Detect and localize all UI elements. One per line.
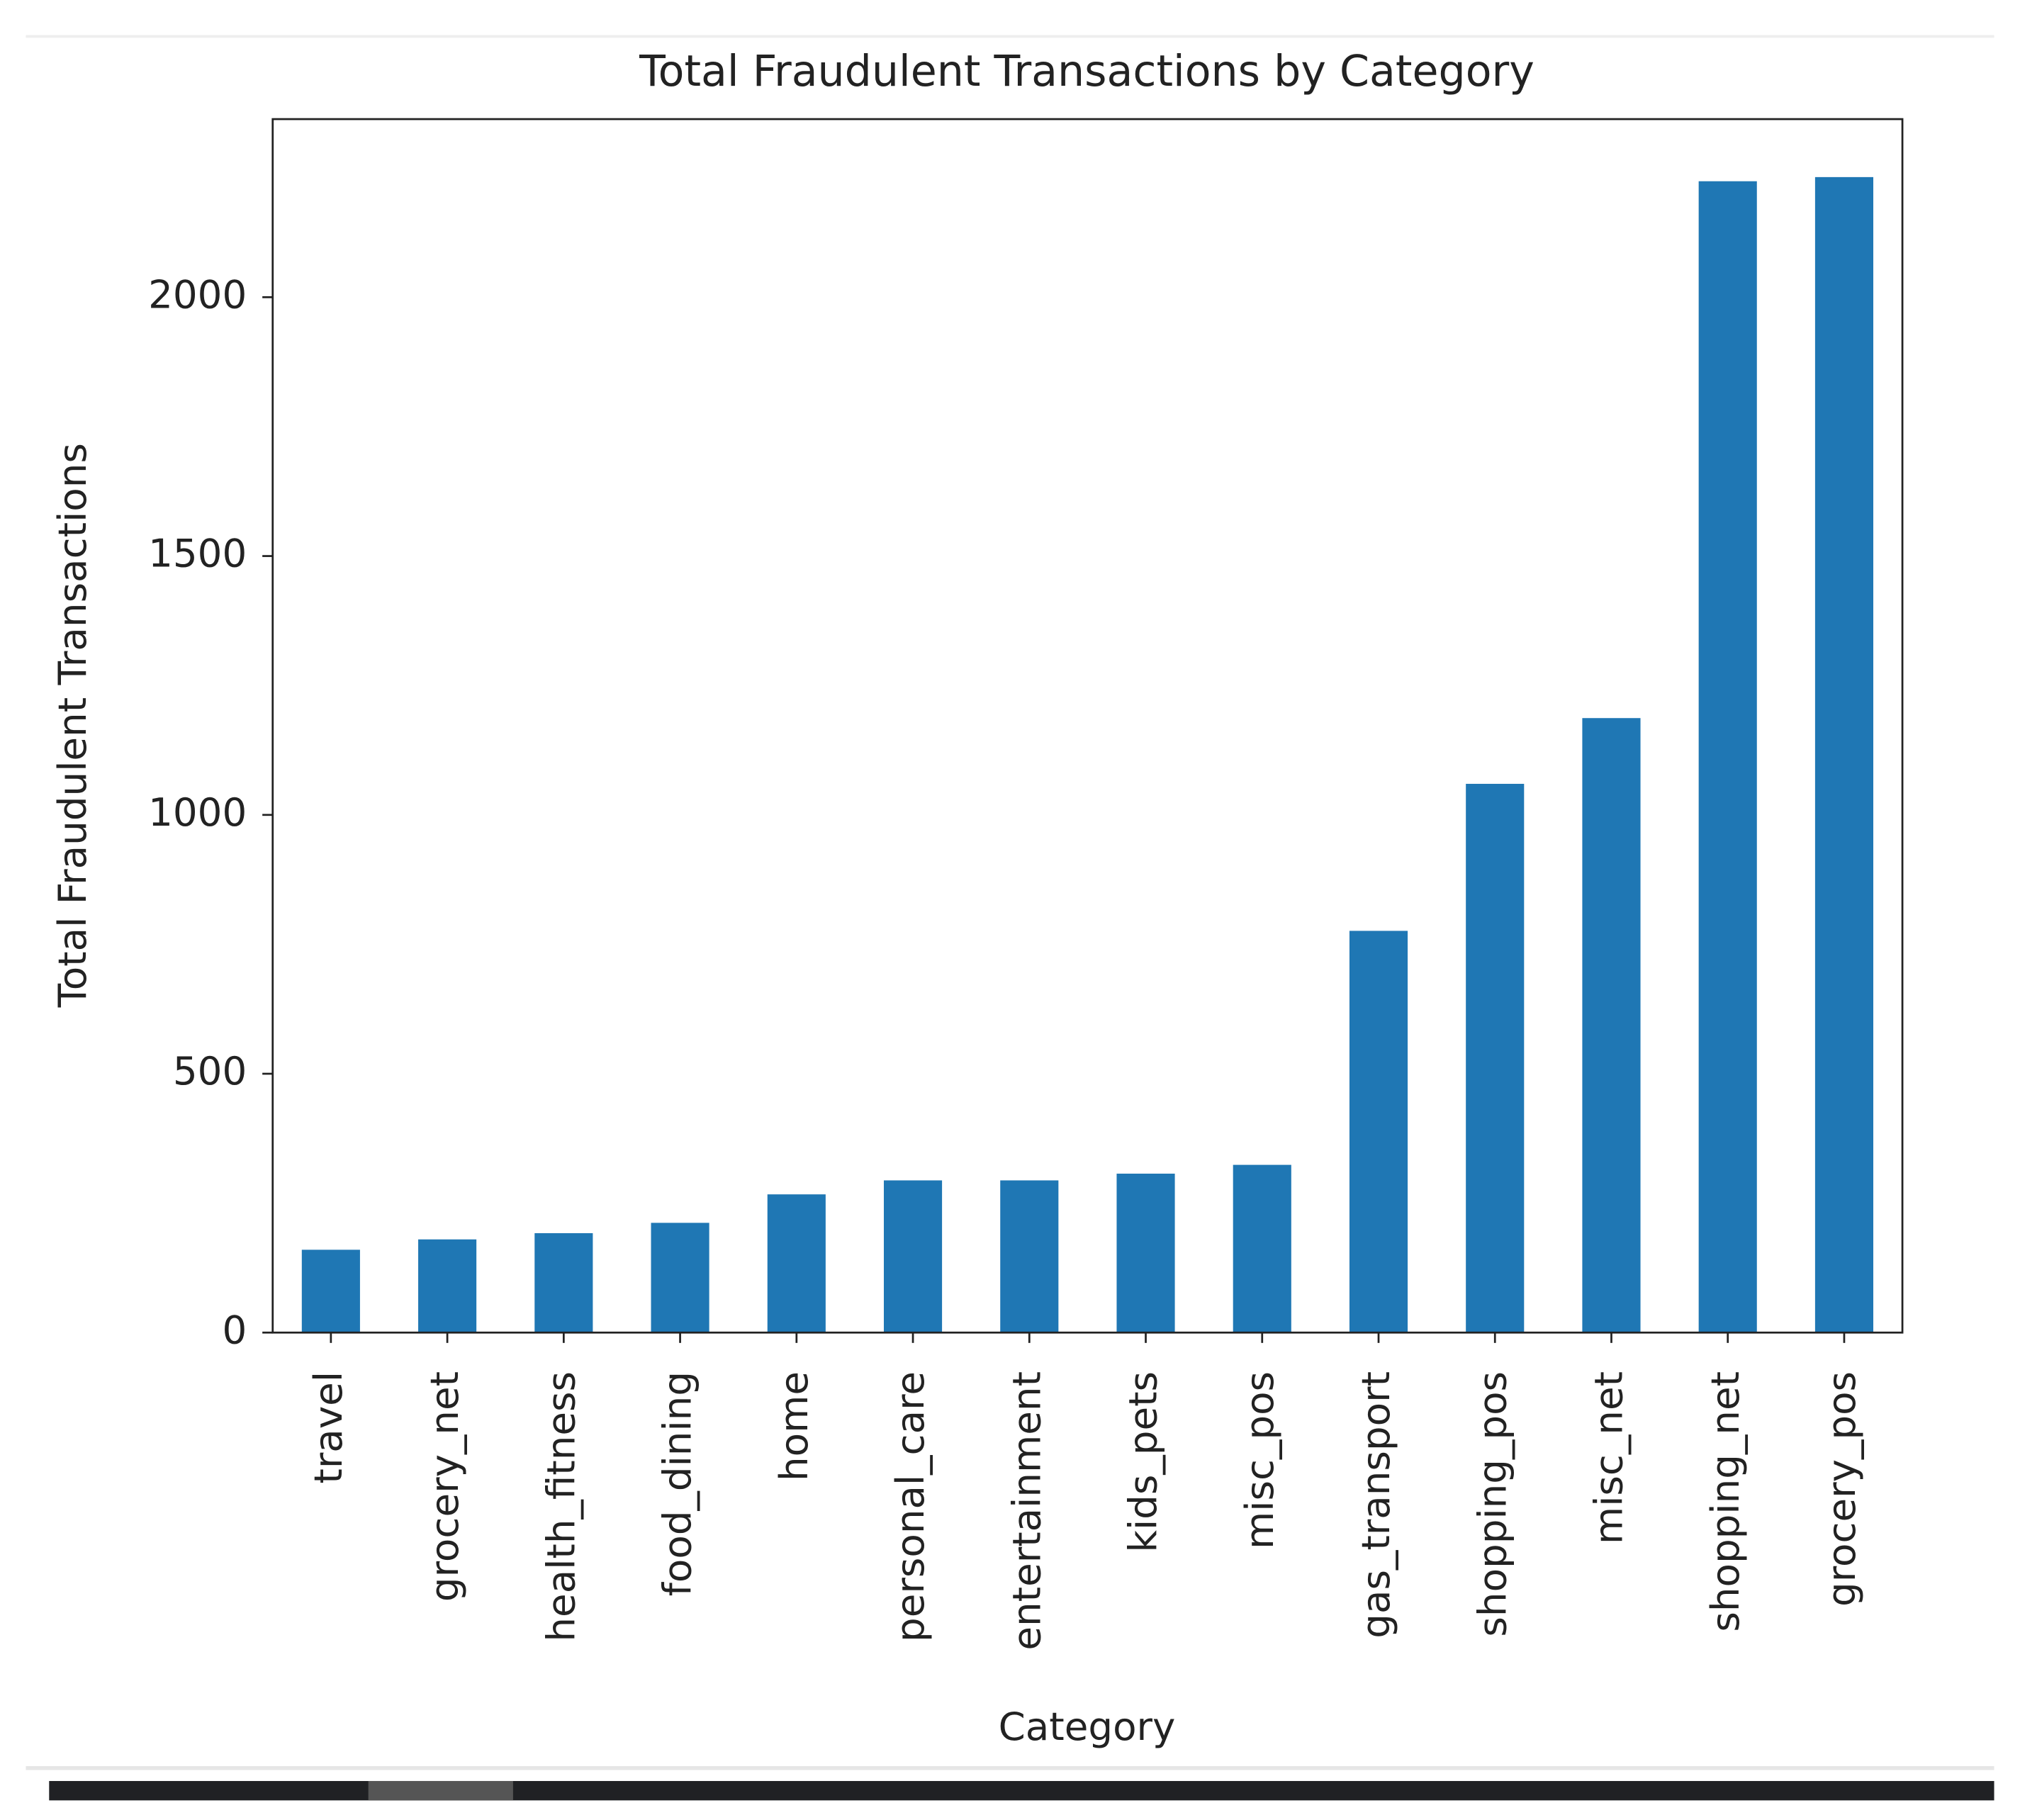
bar bbox=[1466, 783, 1525, 1333]
bar bbox=[1000, 1180, 1059, 1333]
x-tick-label: grocery_pos bbox=[1819, 1371, 1864, 1607]
y-axis-label: Total Fraudulent Transactions bbox=[50, 443, 95, 1008]
bar bbox=[1814, 176, 1874, 1333]
bar bbox=[1233, 1164, 1291, 1333]
y-tick-label: 0 bbox=[222, 1307, 247, 1352]
bar bbox=[301, 1249, 360, 1333]
bar bbox=[418, 1239, 477, 1333]
x-tick-label: entertainment bbox=[1004, 1371, 1049, 1651]
x-tick-label: misc_net bbox=[1586, 1371, 1632, 1544]
x-tick-label: shopping_pos bbox=[1469, 1371, 1515, 1637]
bar bbox=[767, 1194, 826, 1333]
scrollbar-track[interactable] bbox=[49, 1780, 1994, 1801]
x-tick-label: grocery_net bbox=[422, 1371, 467, 1602]
x-tick-label: travel bbox=[305, 1371, 351, 1484]
bar bbox=[883, 1180, 943, 1333]
y-tick-label: 1500 bbox=[148, 531, 247, 576]
bar bbox=[534, 1233, 593, 1333]
bar bbox=[1698, 181, 1757, 1333]
bar bbox=[651, 1223, 709, 1333]
x-tick-label: health_fitness bbox=[538, 1371, 583, 1642]
x-axis-label: Category bbox=[999, 1704, 1176, 1749]
y-tick-label: 500 bbox=[173, 1048, 247, 1094]
x-tick-label: food_dining bbox=[655, 1371, 700, 1596]
x-tick-label: kids_pets bbox=[1121, 1371, 1166, 1553]
bar bbox=[1582, 718, 1641, 1333]
x-tick-label: misc_pos bbox=[1237, 1371, 1282, 1549]
y-tick-label: 1000 bbox=[148, 790, 247, 835]
x-tick-label: personal_care bbox=[887, 1371, 933, 1642]
y-tick-label: 2000 bbox=[148, 271, 247, 317]
x-tick-label: home bbox=[771, 1371, 817, 1481]
x-tick-label: shopping_net bbox=[1702, 1371, 1748, 1632]
bar bbox=[1116, 1174, 1175, 1333]
x-tick-label: gas_transport bbox=[1353, 1371, 1398, 1639]
plot-frame bbox=[271, 118, 1904, 1334]
scrollbar-thumb[interactable] bbox=[368, 1780, 513, 1801]
chart-title: Total Fraudulent Transactions by Categor… bbox=[639, 47, 1534, 96]
bar bbox=[1349, 931, 1408, 1333]
